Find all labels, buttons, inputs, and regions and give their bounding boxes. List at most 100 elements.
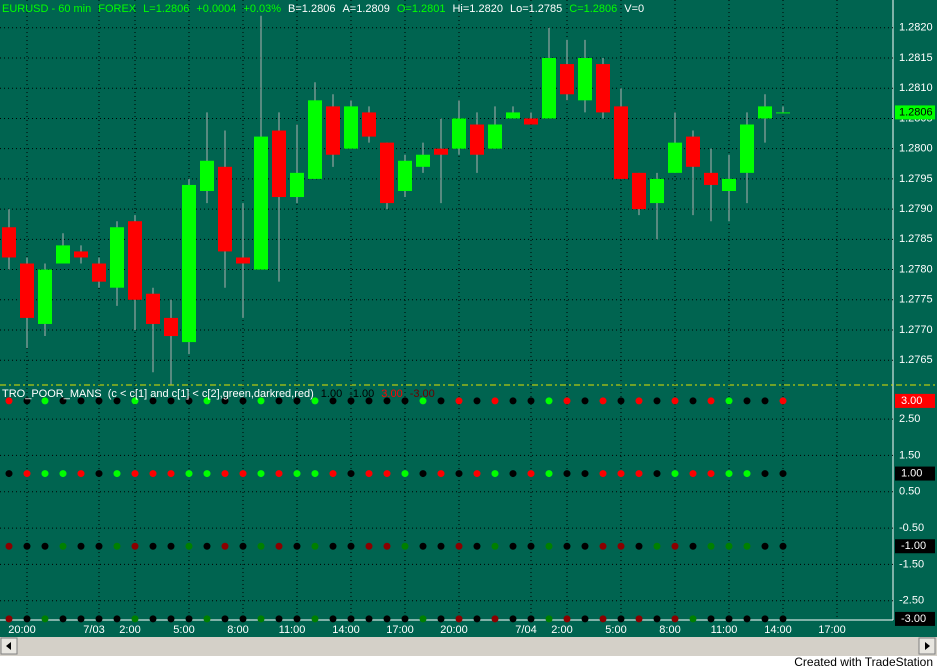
dot xyxy=(725,470,733,478)
dot xyxy=(167,542,175,550)
dot xyxy=(131,397,139,405)
y-tick-label: 1.2810 xyxy=(899,82,933,94)
candle-body xyxy=(524,118,538,125)
candle-body xyxy=(452,118,466,149)
dot xyxy=(221,470,229,478)
dot xyxy=(311,615,319,623)
header-item: L=1.2806 xyxy=(143,3,190,15)
dot xyxy=(635,615,643,623)
dot xyxy=(473,470,481,478)
candle-body xyxy=(650,178,664,204)
dot xyxy=(23,470,31,478)
x-tick-label: 17:00 xyxy=(818,624,846,636)
candle-body xyxy=(218,166,232,252)
header-item: B=1.2806 xyxy=(288,3,336,15)
scroll-track[interactable] xyxy=(0,637,937,656)
dot xyxy=(311,470,319,478)
arrow-icon xyxy=(925,642,930,650)
header-item: +0.03% xyxy=(243,3,282,15)
dot xyxy=(383,542,391,550)
dot xyxy=(473,615,481,623)
dot xyxy=(635,542,643,550)
candle-body xyxy=(614,106,628,179)
dot xyxy=(275,615,283,623)
dot xyxy=(599,615,607,623)
candle-body xyxy=(668,142,682,173)
dot xyxy=(599,470,607,478)
dot xyxy=(293,470,301,478)
dot xyxy=(77,470,85,478)
dot xyxy=(707,615,715,623)
dot xyxy=(59,397,67,405)
dot xyxy=(149,615,157,623)
dot xyxy=(743,615,751,623)
dot xyxy=(167,615,175,623)
dot xyxy=(437,542,445,550)
dot xyxy=(77,615,85,623)
candle-body xyxy=(578,58,592,101)
candle-body xyxy=(38,269,52,324)
dot xyxy=(185,542,193,550)
dot xyxy=(203,470,211,478)
dot xyxy=(455,542,463,550)
dot xyxy=(149,542,157,550)
dot xyxy=(131,615,139,623)
dot xyxy=(131,542,139,550)
dot xyxy=(329,542,337,550)
dot xyxy=(275,397,283,405)
dot xyxy=(779,615,787,623)
dot xyxy=(347,615,355,623)
x-tick-label: 11:00 xyxy=(711,624,738,636)
dot xyxy=(653,542,661,550)
header-item: FOREX xyxy=(98,3,137,15)
header-item: O=1.2801 xyxy=(396,3,446,15)
x-tick-label: 2:00 xyxy=(551,624,572,636)
dot xyxy=(617,615,625,623)
dot xyxy=(419,397,427,405)
candle-body xyxy=(2,227,16,258)
dot xyxy=(761,542,769,550)
candle-body xyxy=(56,245,70,264)
scrollbar[interactable] xyxy=(0,637,937,656)
dot xyxy=(257,615,265,623)
dot xyxy=(527,615,535,623)
dot xyxy=(59,615,67,623)
dot xyxy=(41,470,49,478)
dot xyxy=(545,542,553,550)
candle-body xyxy=(776,112,790,114)
dot xyxy=(545,470,553,478)
level-box xyxy=(895,466,935,481)
candle-body xyxy=(20,263,34,318)
dot xyxy=(545,397,553,405)
candle-body xyxy=(722,178,736,191)
candle-body xyxy=(686,136,700,167)
last-price-label: 1.2806 xyxy=(899,106,933,118)
dot xyxy=(5,615,13,623)
candle-body xyxy=(200,160,214,191)
dot xyxy=(401,397,409,405)
x-tick-label: 5:00 xyxy=(173,624,194,636)
y-tick-label: -2.50 xyxy=(899,595,924,607)
x-tick-label: 20:00 xyxy=(440,624,468,636)
dot xyxy=(113,615,121,623)
dot xyxy=(563,397,571,405)
dot xyxy=(563,470,571,478)
dot xyxy=(59,542,67,550)
dot xyxy=(275,542,283,550)
dot xyxy=(473,542,481,550)
dot xyxy=(239,542,247,550)
x-tick-label: 17:00 xyxy=(386,624,414,636)
dot xyxy=(77,397,85,405)
dot xyxy=(509,615,517,623)
header-item: TRO_POOR_MANS (c < c[1] and c[1] < c[2],… xyxy=(2,388,314,400)
dot xyxy=(761,470,769,478)
y-tick-label: -1.50 xyxy=(899,558,924,570)
dot xyxy=(95,542,103,550)
header-item: EURUSD - 60 min xyxy=(2,3,92,15)
y-tick-label: 1.2780 xyxy=(899,263,933,275)
dot xyxy=(455,470,463,478)
dot xyxy=(689,470,697,478)
dot xyxy=(437,397,445,405)
dot xyxy=(743,397,751,405)
